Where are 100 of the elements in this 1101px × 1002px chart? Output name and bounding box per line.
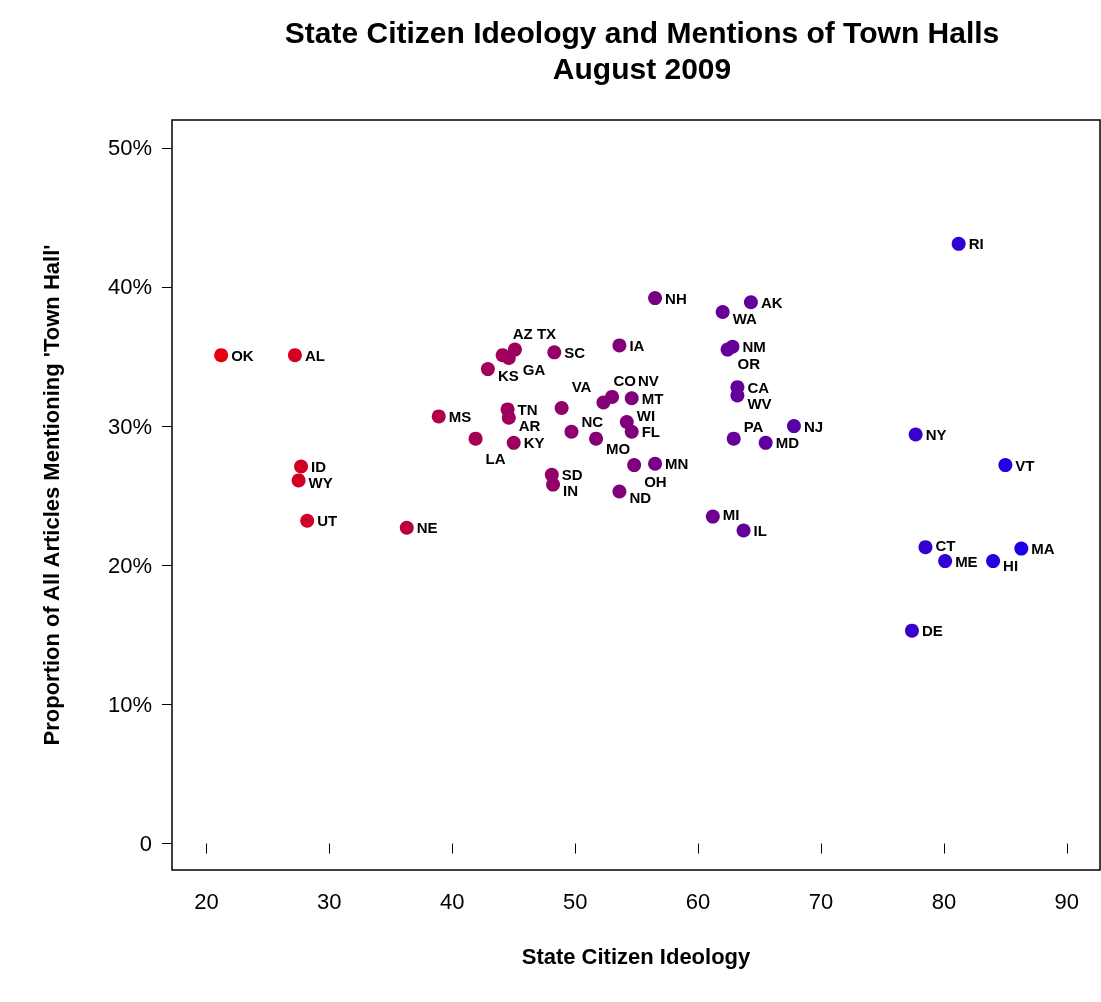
data-label: WY: [308, 473, 333, 491]
data-label: OK: [231, 346, 254, 364]
chart-title: State Citizen Ideology and Mentions of Town Halls: [284, 15, 1000, 49]
data-label: NH: [665, 289, 687, 307]
data-label: WI: [636, 407, 656, 425]
data-label: OR: [737, 355, 761, 373]
point: [546, 477, 561, 492]
point: [648, 291, 663, 306]
y-axis-title: Proportion of All Articles Mentioning 'Town Hall': [38, 244, 64, 746]
point: [612, 484, 627, 499]
point: [918, 540, 933, 555]
data-label: IN: [563, 482, 579, 500]
data-label: MS: [448, 407, 472, 425]
point: [506, 435, 521, 450]
x-tick-label: 30: [317, 888, 342, 914]
data-label: CT: [935, 536, 956, 554]
data-label: DE: [921, 622, 943, 640]
point: [725, 339, 740, 354]
point: [624, 424, 639, 439]
data-label: KY: [523, 434, 545, 452]
chart-subtitle: August 2009: [552, 51, 732, 85]
data-label: MI: [722, 506, 740, 524]
x-tick-label: 40: [440, 888, 465, 914]
y-tick-label: 20%: [107, 552, 152, 578]
point: [612, 338, 627, 353]
data-label: WA: [732, 309, 757, 327]
data-label: UT: [317, 512, 338, 530]
data-label: WV: [747, 395, 772, 413]
data-label: VA: [571, 377, 592, 395]
data-label: TN: [517, 400, 538, 418]
y-tick-label: 10%: [107, 691, 152, 717]
data-label: AK: [760, 293, 783, 311]
x-tick-label: 20: [194, 888, 219, 914]
y-tick-label: 50%: [107, 135, 152, 161]
data-label: MT: [641, 389, 664, 407]
data-label: PA: [743, 418, 764, 436]
point: [998, 458, 1013, 473]
y-tick-label: 0: [139, 831, 152, 857]
data-label: GA: [522, 361, 546, 379]
data-label: LA: [485, 450, 506, 468]
point: [1014, 541, 1029, 556]
point: [399, 520, 414, 535]
point: [291, 473, 306, 488]
point: [431, 409, 446, 424]
point: [758, 435, 773, 450]
y-tick-label: 30%: [107, 413, 152, 439]
point: [786, 419, 801, 434]
point: [547, 345, 562, 360]
data-label: MA: [1031, 540, 1055, 558]
point: [726, 431, 741, 446]
point: [480, 362, 495, 377]
data-label: OH: [644, 472, 667, 490]
point: [648, 456, 663, 471]
data-label: ND: [629, 489, 652, 507]
x-tick-label: 60: [685, 888, 711, 914]
point: [605, 389, 620, 404]
data-label: NJ: [803, 417, 824, 435]
point: [743, 295, 758, 310]
point: [904, 623, 919, 638]
data-label: NV: [638, 372, 659, 390]
data-label: CA: [747, 378, 770, 396]
x-axis-title: State Citizen Ideology: [521, 943, 752, 969]
point: [507, 342, 522, 357]
point: [554, 401, 569, 416]
y-tick-label: 40%: [107, 274, 152, 300]
data-label: SD: [561, 466, 583, 484]
data-label: MD: [775, 434, 800, 452]
point: [736, 523, 751, 538]
point: [589, 431, 604, 446]
point: [715, 305, 730, 320]
data-label: NY: [925, 425, 947, 443]
point: [951, 236, 966, 251]
data-label: IA: [629, 336, 645, 354]
point: [300, 513, 315, 528]
point: [624, 391, 639, 406]
point: [705, 509, 720, 524]
x-tick-label: 50: [562, 888, 588, 914]
data-label: RI: [968, 235, 984, 253]
data-label: FL: [641, 423, 661, 441]
data-label: NM: [742, 338, 766, 356]
data-label: TX: [536, 325, 557, 343]
data-label: ID: [311, 457, 327, 475]
point: [938, 554, 953, 569]
point: [986, 554, 1001, 569]
data-label: MO: [606, 440, 631, 458]
x-tick-label: 70: [808, 888, 834, 914]
point: [294, 459, 309, 474]
data-label: HI: [1003, 556, 1019, 574]
x-tick-label: 90: [1054, 888, 1080, 914]
data-label: AZ: [512, 324, 533, 342]
data-label: SC: [564, 343, 586, 361]
point: [214, 348, 229, 363]
point: [627, 458, 642, 473]
point: [468, 431, 483, 446]
point: [501, 410, 516, 425]
point: [908, 427, 923, 442]
data-label: MN: [665, 455, 689, 473]
point: [287, 348, 302, 363]
data-label: CO: [613, 371, 637, 389]
data-label: KS: [497, 366, 519, 384]
